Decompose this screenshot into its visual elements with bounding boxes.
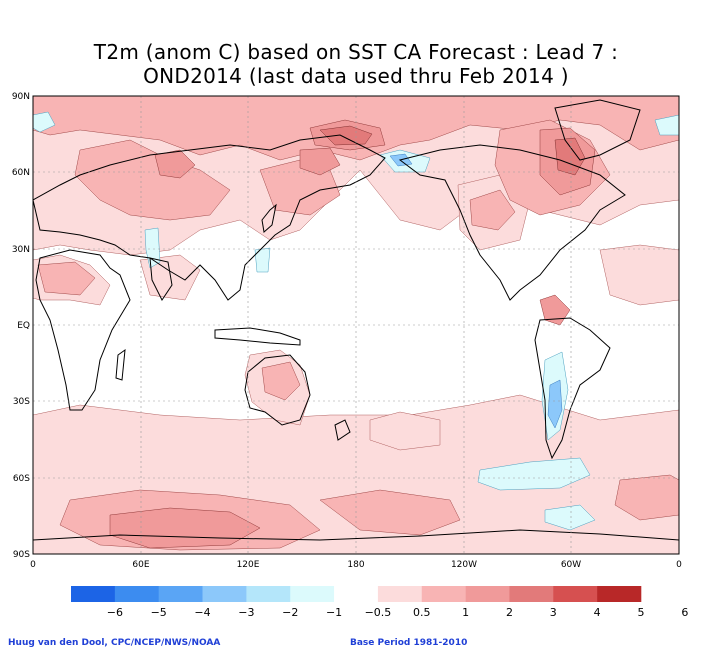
map-area [33, 96, 679, 554]
colorbar-tick-label: −0.5 [365, 606, 392, 619]
colorbar-tick-label: −5 [151, 606, 167, 619]
coastlines [33, 99, 679, 541]
colorbar-swatch [71, 586, 116, 602]
lat-label-60n: 60N [12, 168, 30, 178]
colorbar-swatch [334, 586, 379, 602]
lon-label-120w: 120W [451, 560, 477, 570]
lat-label-90n: 90N [12, 92, 30, 102]
colorbar-swatch [114, 586, 159, 602]
colorbar-swatch [553, 586, 598, 602]
footer-credit: Huug van den Dool, CPC/NCEP/NWS/NOAA [8, 638, 221, 648]
colorbar-tick-label: −3 [238, 606, 254, 619]
lat-label-eq: EQ [17, 321, 30, 331]
footer-base-period: Base Period 1981-2010 [350, 638, 468, 648]
colorbar-swatch [465, 586, 510, 602]
colorbar-tick-label: 1 [462, 606, 469, 619]
colorbar: −6 −5 −4 −3 −2 −1 −0.5 0.5 1 2 3 4 5 6 [71, 586, 688, 619]
anomaly-shading-max [319, 125, 586, 176]
colorbar-tick-label: −4 [194, 606, 210, 619]
colorbar-swatch [597, 586, 642, 602]
colorbar-swatch [158, 586, 203, 602]
colorbar-tick-label: −1 [326, 606, 342, 619]
map-title-line1: T2m (anom C) based on SST CA Forecast : … [93, 40, 619, 64]
lon-label-0-east: 0 [676, 560, 682, 570]
colorbar-swatch [290, 586, 335, 602]
colorbar-swatch [246, 586, 291, 602]
colorbar-tick-label: 3 [550, 606, 557, 619]
lat-label-60s: 60S [13, 474, 30, 484]
latitude-axis: 90N 60N 30N EQ 30S 60S 90S [12, 92, 30, 560]
colorbar-tick-label: −6 [107, 606, 123, 619]
colorbar-tick-label: 0.5 [413, 606, 431, 619]
lat-label-90s: 90S [13, 550, 30, 560]
graticule [33, 96, 679, 554]
lon-label-60e: 60E [132, 560, 149, 570]
colorbar-swatch [377, 586, 423, 602]
colorbar-swatch [509, 586, 554, 602]
colorbar-tick-label: 5 [638, 606, 645, 619]
lon-label-180: 180 [347, 560, 364, 570]
colorbar-tick-label: 4 [594, 606, 601, 619]
longitude-axis: 0 60E 120E 180 120W 60W 0 [30, 560, 682, 570]
lat-label-30s: 30S [13, 397, 30, 407]
lon-label-120e: 120E [237, 560, 260, 570]
colorbar-swatch [421, 586, 466, 602]
map-frame [32, 95, 680, 555]
colorbar-swatch [202, 586, 247, 602]
colorbar-tick-label: 6 [681, 606, 688, 619]
colorbar-tick-label: 2 [506, 606, 513, 619]
lat-label-30n: 30N [12, 245, 30, 255]
lon-label-0: 0 [30, 560, 36, 570]
colorbar-tick-label: −2 [282, 606, 298, 619]
map-title-line2: OND2014 (last data used thru Feb 2014 ) [143, 64, 569, 88]
lon-label-60w: 60W [561, 560, 581, 570]
